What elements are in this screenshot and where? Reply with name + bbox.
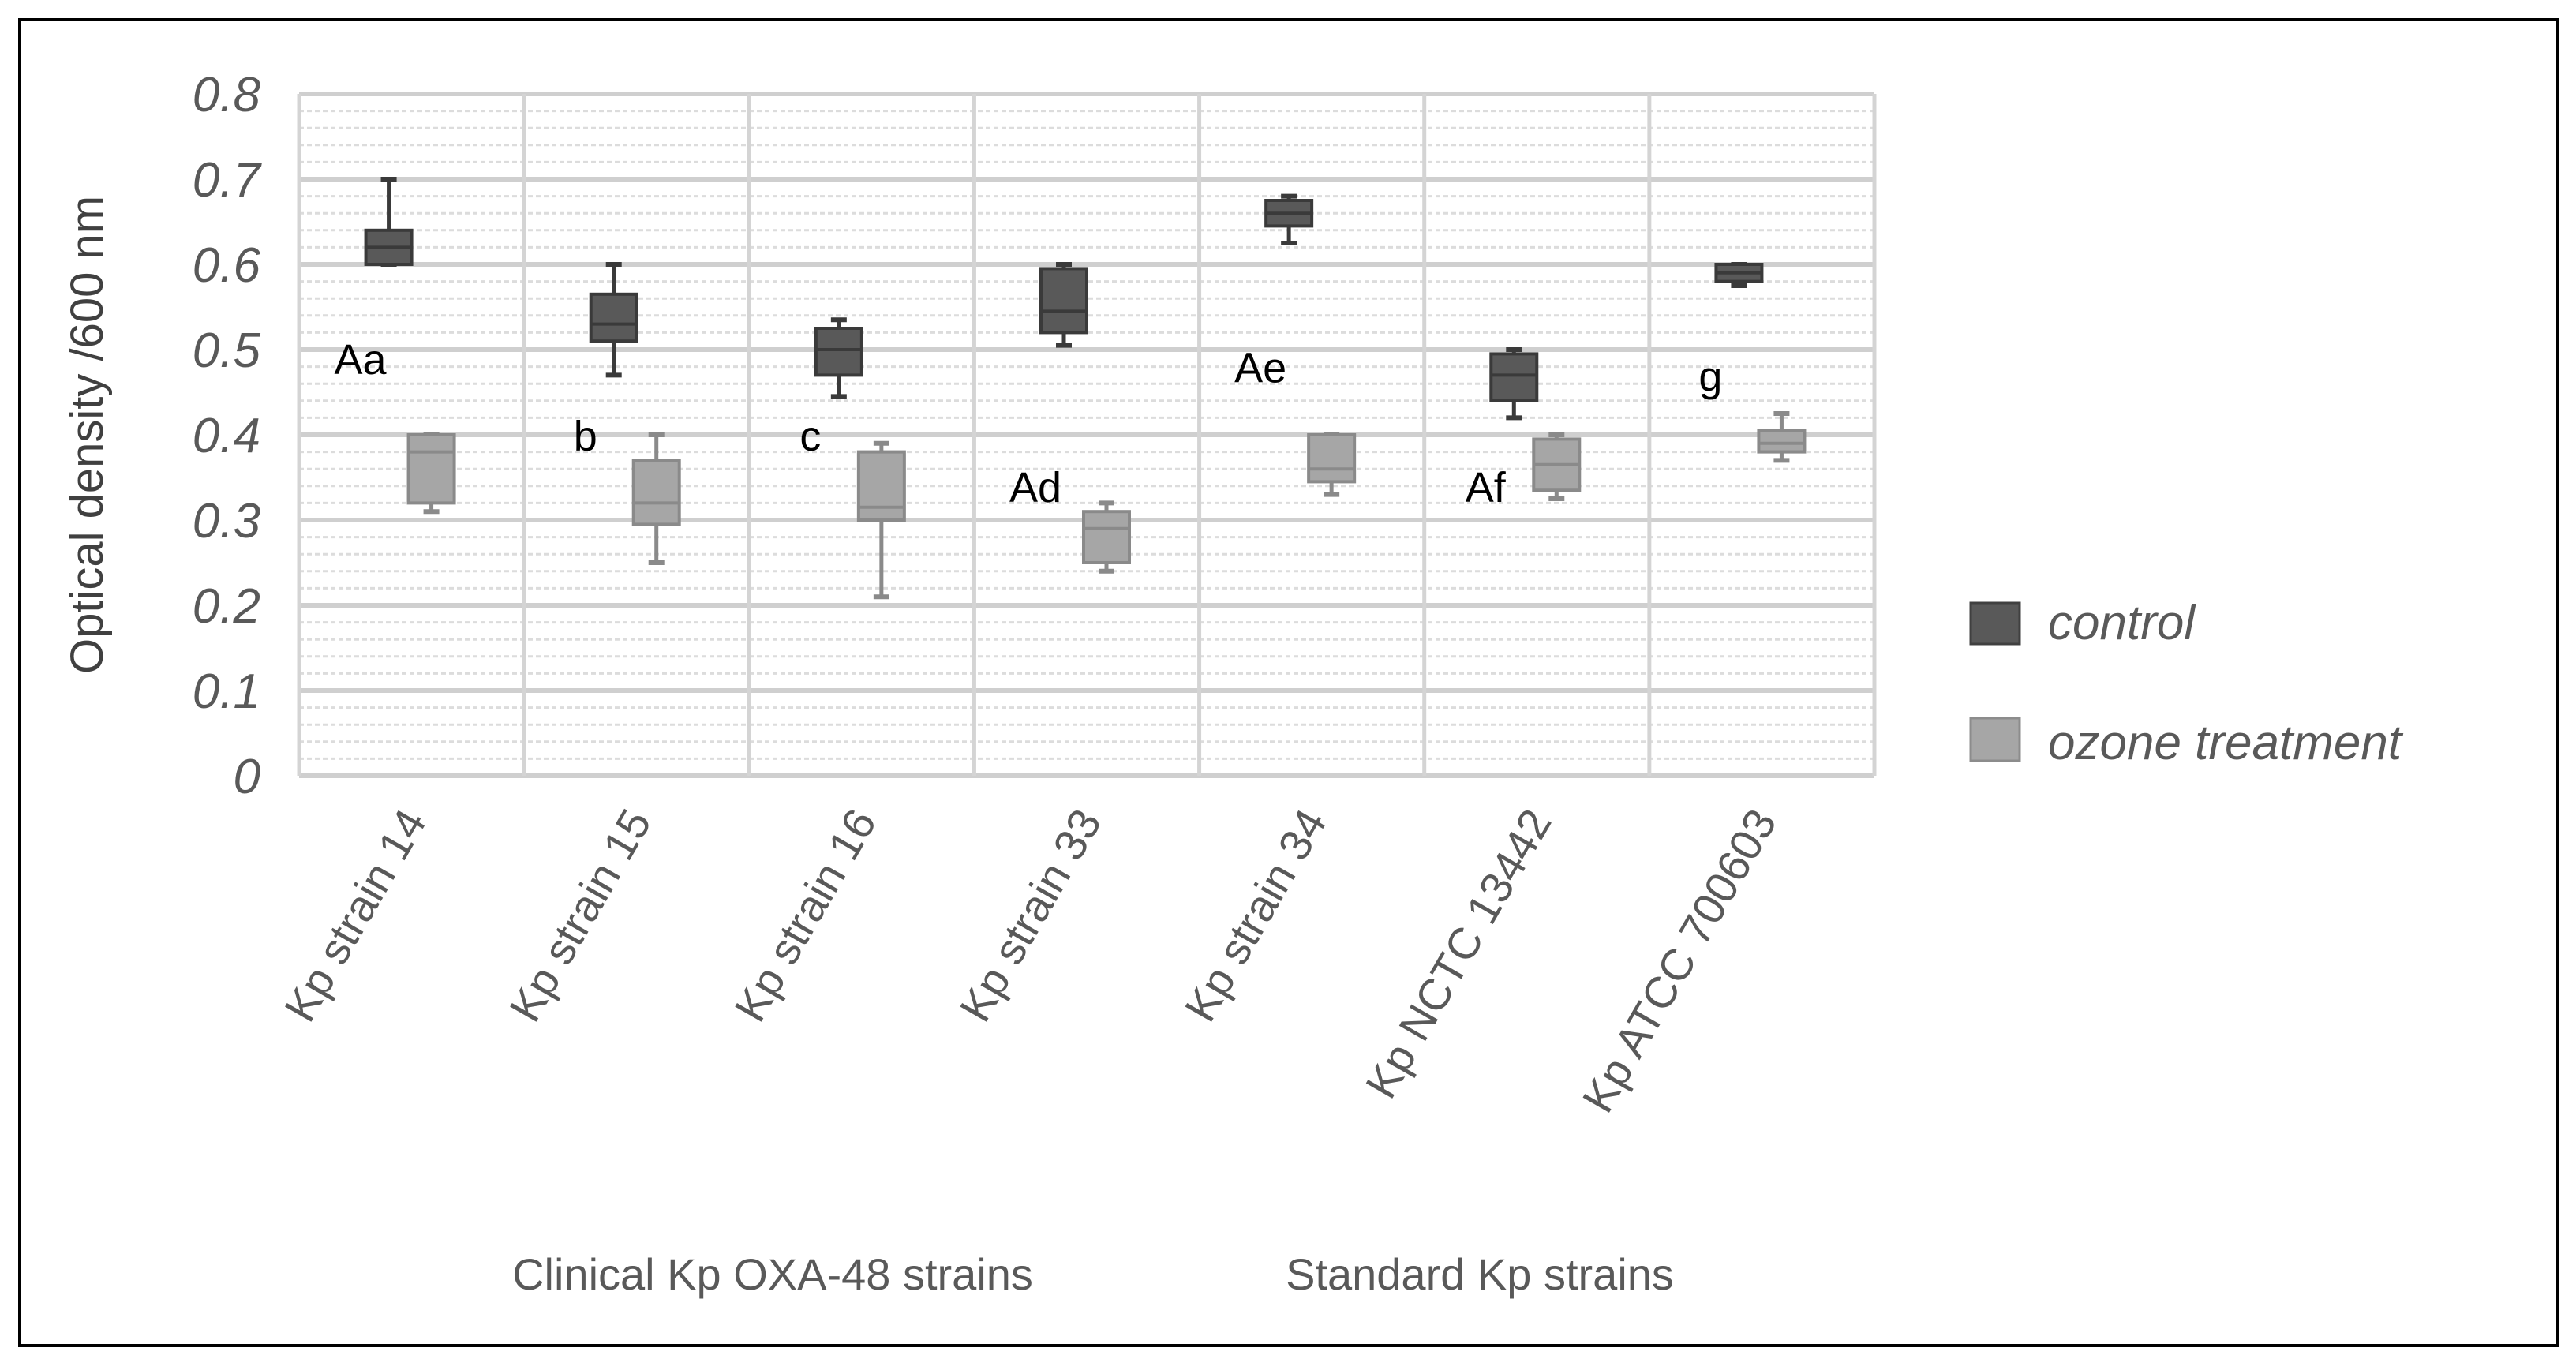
box-ozone-treatment-3 <box>1082 500 1131 574</box>
box-control-5 <box>1489 347 1539 421</box>
box-control-4 <box>1264 193 1314 245</box>
y-tick-label: 0.8 <box>193 68 261 122</box>
y-tick-label: 0.6 <box>193 238 261 293</box>
box-control-3 <box>1039 262 1088 348</box>
box-ozone-treatment-1 <box>631 432 681 565</box>
y-tick-label: 0.4 <box>193 409 260 463</box>
y-axis-ticks: 0 0.1 0.2 0.3 0.4 0.5 0.6 0.7 0.8 <box>193 68 263 804</box>
significance-letter: Aa <box>335 336 388 384</box>
y-tick-label: 0.5 <box>193 324 261 378</box>
significance-letter: Af <box>1466 464 1507 511</box>
box-iqr <box>1307 433 1357 484</box>
legend: control ozone treatment <box>1969 596 2404 770</box>
y-tick-label: 0 <box>234 750 260 804</box>
box-control-1 <box>589 262 638 378</box>
gridlines <box>297 92 1877 778</box>
box-ozone-treatment-6 <box>1757 411 1807 463</box>
significance-letter: Ad <box>1009 464 1061 511</box>
legend-swatch-control <box>1969 601 2021 646</box>
significance-letters: Aa b c Ad Ae Af g <box>335 336 1723 511</box>
group-label-standard: Standard Kp strains <box>1286 1249 1674 1299</box>
y-axis-title: Optical density /600 nm <box>62 196 113 674</box>
box-ozone-treatment-5 <box>1532 432 1582 501</box>
y-tick-label: 0.1 <box>193 664 260 719</box>
y-tick-label: 0.2 <box>193 579 260 634</box>
significance-letter: b <box>574 413 597 460</box>
significance-letter: c <box>799 413 821 460</box>
y-tick-label: 0.3 <box>193 494 260 548</box>
box-iqr <box>589 292 638 343</box>
legend-label-ozone-treatment: ozone treatment <box>2048 716 2404 770</box>
box-iqr <box>856 450 906 522</box>
box-iqr <box>631 459 681 526</box>
boxes <box>364 177 1807 600</box>
box-control-0 <box>364 177 414 267</box>
box-ozone-treatment-2 <box>856 440 906 600</box>
box-ozone-treatment-4 <box>1307 432 1357 497</box>
box-control-6 <box>1714 262 1764 288</box>
legend-label-control: control <box>2048 596 2196 650</box>
box-iqr <box>1039 267 1088 335</box>
box-iqr <box>406 433 456 505</box>
significance-letter: Ae <box>1234 345 1286 392</box>
box-control-2 <box>814 317 863 399</box>
legend-swatch-ozone-treatment <box>1969 717 2021 762</box>
box-ozone-treatment-0 <box>406 432 456 515</box>
group-label-clinical: Clinical Kp OXA-48 strains <box>512 1249 1033 1299</box>
box-iqr <box>814 327 863 377</box>
box-iqr <box>1757 429 1807 454</box>
y-tick-label: 0.7 <box>193 153 263 208</box>
significance-letter: g <box>1698 353 1722 400</box>
box-iqr <box>1082 510 1131 565</box>
box-iqr <box>1489 352 1539 402</box>
